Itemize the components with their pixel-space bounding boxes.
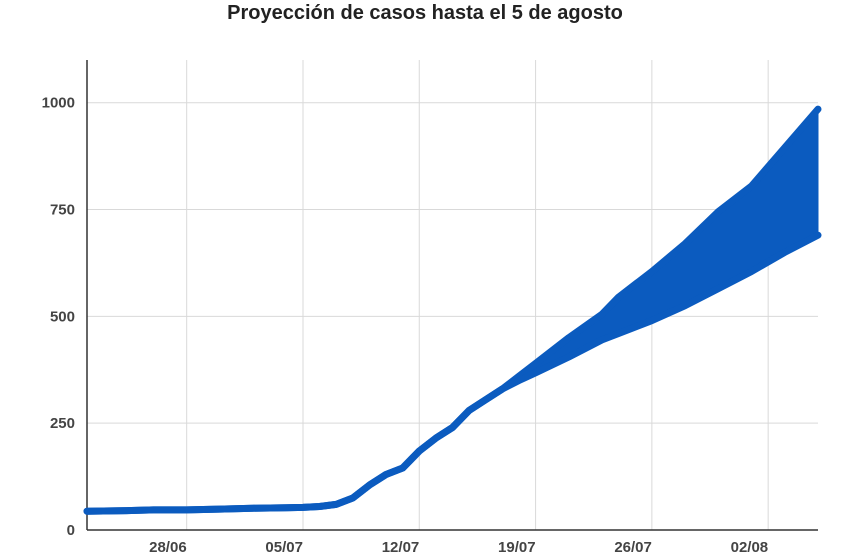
x-tick-label: 02/08 xyxy=(731,539,769,556)
series-area xyxy=(83,105,822,515)
x-tick-label: 28/06 xyxy=(149,539,187,556)
x-tick-label: 12/07 xyxy=(382,539,420,556)
y-tick-label: 500 xyxy=(50,308,75,325)
x-tick-label: 26/07 xyxy=(614,539,652,556)
y-tick-label: 0 xyxy=(67,522,75,539)
x-tick-label: 19/07 xyxy=(498,539,536,556)
x-tick-labels: 28/06 05/07 12/07 19/07 26/07 02/08 xyxy=(149,539,768,556)
projection-band xyxy=(86,108,819,512)
chart-title: Proyección de casos hasta el 5 de agosto xyxy=(227,2,623,24)
axes xyxy=(86,60,818,531)
y-tick-label: 750 xyxy=(50,202,75,219)
lower-series-line xyxy=(83,231,822,515)
y-tick-label: 1000 xyxy=(42,95,75,112)
y-tick-label: 250 xyxy=(50,415,75,432)
upper-series-line xyxy=(83,105,822,515)
y-tick-labels: 0 250 500 750 1000 xyxy=(42,95,75,539)
x-tick-label: 05/07 xyxy=(265,539,303,556)
